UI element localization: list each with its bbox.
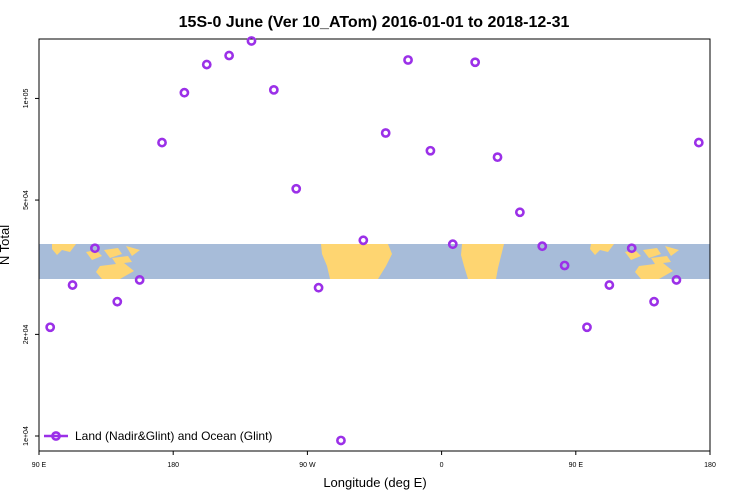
data-point (447, 239, 458, 250)
land-africa (461, 244, 504, 279)
data-point (45, 322, 56, 333)
y-axis: 1e+04 2e+04 5e+04 1e+05 (23, 89, 39, 446)
data-point (403, 55, 413, 65)
data-point (224, 50, 235, 61)
land-indonesia-right (590, 244, 679, 279)
data-point (134, 275, 145, 285)
y-tick-label: 1e+04 (23, 426, 30, 446)
x-axis-label: Longitude (deg E) (323, 475, 426, 490)
x-axis: 90 E 180 90 W 0 90 E 180 (32, 451, 716, 469)
y-tick-label: 2e+04 (23, 324, 30, 344)
x-tick-label: 90 E (32, 462, 47, 469)
y-tick-label: 1e+05 (23, 89, 30, 109)
data-point (246, 36, 257, 46)
data-point (693, 137, 704, 148)
x-tick-label: 90 E (569, 462, 584, 469)
data-point (179, 87, 190, 98)
legend-marker (51, 431, 61, 441)
data-point (268, 84, 279, 95)
data-point (67, 280, 78, 290)
x-tick-label: 90 W (299, 462, 316, 469)
data-point (291, 183, 302, 194)
chart-title: 15S-0 June (Ver 10_ATom) 2016-01-01 to 2… (179, 14, 570, 31)
data-point (425, 145, 436, 156)
data-point (157, 137, 167, 148)
data-point (380, 128, 391, 138)
data-point (470, 57, 481, 68)
data-point (112, 296, 123, 307)
data-point (358, 235, 369, 246)
data-points (45, 36, 704, 446)
data-point (649, 296, 659, 307)
legend: Land (Nadir&Glint) and Ocean (Glint) (44, 429, 272, 443)
data-point (537, 241, 548, 252)
data-point (336, 435, 346, 446)
x-tick-label: 180 (167, 462, 179, 469)
data-point (90, 243, 100, 254)
data-point (671, 275, 682, 285)
x-tick-label: 180 (704, 462, 716, 469)
data-point (604, 280, 615, 290)
data-point (514, 207, 525, 218)
data-point (492, 152, 503, 163)
data-point (559, 260, 570, 271)
data-point (313, 282, 324, 293)
plot-frame (38, 38, 711, 452)
land-south-america (321, 244, 392, 279)
data-point (201, 59, 212, 70)
y-axis-label: N Total (0, 225, 12, 265)
data-point (582, 322, 592, 333)
legend-label: Land (Nadir&Glint) and Ocean (Glint) (75, 429, 272, 443)
x-tick-label: 0 (440, 462, 444, 469)
land-indonesia-left (52, 244, 140, 279)
y-tick-label: 5e+04 (23, 190, 30, 210)
data-point (626, 243, 637, 254)
map-band (39, 244, 710, 279)
